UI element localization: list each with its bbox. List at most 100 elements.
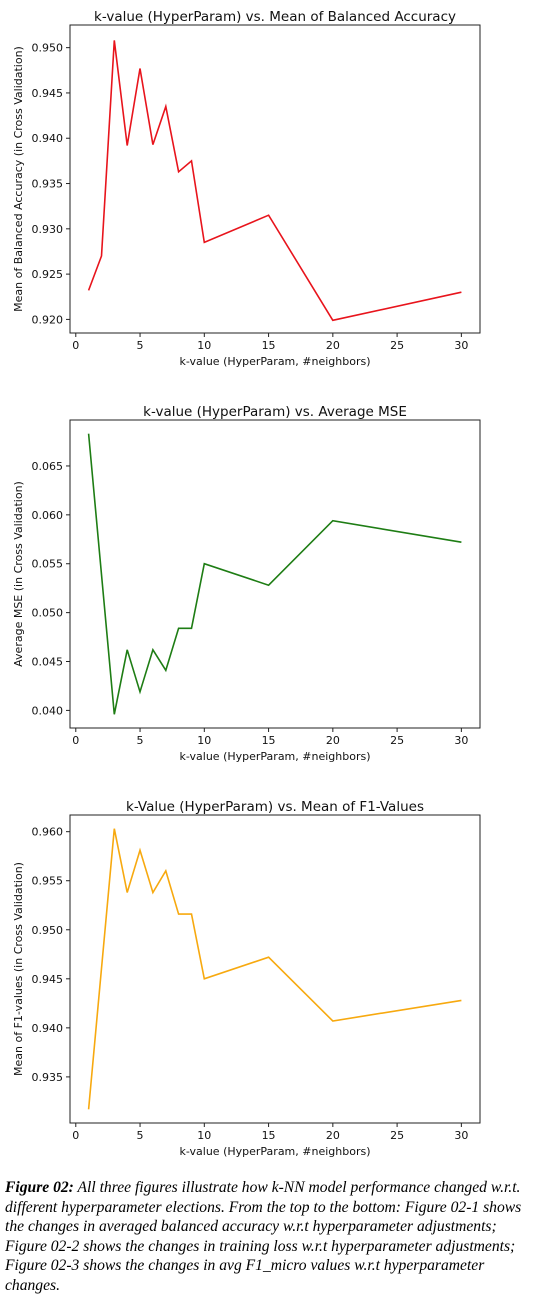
data-point xyxy=(139,691,141,693)
data-point xyxy=(165,106,167,108)
data-point xyxy=(114,40,116,42)
chart-title: k-value (HyperParam) vs. Average MSE xyxy=(143,404,407,420)
data-point xyxy=(332,1020,334,1022)
y-tick-label: 0.930 xyxy=(32,223,64,236)
data-point xyxy=(178,913,180,915)
data-point xyxy=(114,714,116,716)
data-point xyxy=(139,850,141,852)
y-tick-label: 0.065 xyxy=(32,460,64,473)
series-line xyxy=(87,828,462,1110)
data-point xyxy=(126,649,128,651)
y-tick-label: 0.940 xyxy=(32,1022,64,1035)
y-tick-label: 0.945 xyxy=(32,973,64,986)
y-tick-label: 0.040 xyxy=(32,704,64,717)
plot-frame xyxy=(69,814,481,1124)
y-tick-label: 0.935 xyxy=(32,1071,64,1084)
data-point xyxy=(191,160,193,162)
data-point xyxy=(152,144,154,146)
x-tick-label: 10 xyxy=(197,734,211,747)
plot-frame xyxy=(69,419,481,729)
x-tick-label: 0 xyxy=(72,1129,79,1142)
x-tick-label: 15 xyxy=(262,1129,276,1142)
data-point xyxy=(191,913,193,915)
x-tick-label: 10 xyxy=(197,339,211,352)
y-axis-label: Mean of F1-values (in Cross Validation) xyxy=(12,862,25,1076)
y-tick-label: 0.950 xyxy=(32,924,64,937)
data-point xyxy=(88,433,90,435)
data-point xyxy=(461,291,463,293)
data-point xyxy=(204,242,206,244)
data-point xyxy=(332,320,334,322)
x-tick-label: 10 xyxy=(197,1129,211,1142)
data-point xyxy=(191,627,193,629)
y-tick-label: 0.955 xyxy=(32,875,64,888)
data-point xyxy=(126,892,128,894)
data-point xyxy=(152,892,154,894)
y-axis-label: Average MSE (in Cross Validation) xyxy=(12,481,25,667)
f1-values-chart: k-Value (HyperParam) vs. Mean of F1-Valu… xyxy=(0,790,536,1170)
x-axis-label: k-value (HyperParam, #neighbors) xyxy=(179,1145,370,1158)
average-mse-chart: k-value (HyperParam) vs. Average MSE 0 5 10… xyxy=(0,395,536,775)
x-tick-label: 15 xyxy=(262,734,276,747)
x-tick-label: 25 xyxy=(390,734,404,747)
y-tick-label: 0.945 xyxy=(32,87,64,100)
x-tick-label: 0 xyxy=(72,339,79,352)
y-tick-label: 0.940 xyxy=(32,132,64,145)
data-point xyxy=(139,68,141,70)
x-tick-label: 15 xyxy=(262,339,276,352)
x-axis-label: k-value (HyperParam, #neighbors) xyxy=(179,750,370,763)
data-point xyxy=(101,255,103,257)
x-tick-label: 20 xyxy=(326,339,340,352)
y-tick-label: 0.950 xyxy=(32,42,64,55)
data-point xyxy=(126,145,128,147)
y-tick-label: 0.925 xyxy=(32,268,64,281)
balanced-accuracy-chart-svg: k-value (HyperParam) vs. Mean of Balance… xyxy=(12,9,481,368)
data-point xyxy=(165,870,167,872)
figure-caption: Figure 02: All three figures illustrate … xyxy=(5,1178,533,1295)
x-tick-label: 30 xyxy=(454,734,468,747)
average-mse-chart-svg: k-value (HyperParam) vs. Average MSE 0 5 10… xyxy=(12,404,481,763)
y-tick-label: 0.920 xyxy=(32,313,64,326)
data-point xyxy=(268,956,270,958)
data-point xyxy=(332,520,334,522)
x-tick-label: 25 xyxy=(390,1129,404,1142)
caption-label: Figure 02: xyxy=(5,1179,74,1196)
caption-text: All three figures illustrate how k-NN mo… xyxy=(5,1179,522,1294)
x-tick-label: 30 xyxy=(454,339,468,352)
y-tick-label: 0.935 xyxy=(32,178,64,191)
x-tick-label: 20 xyxy=(326,1129,340,1142)
x-tick-label: 5 xyxy=(137,1129,144,1142)
y-tick-label: 0.050 xyxy=(32,607,64,620)
data-point xyxy=(88,290,90,292)
data-point xyxy=(268,214,270,216)
data-point xyxy=(178,627,180,629)
data-point xyxy=(165,670,167,672)
x-axis-label: k-value (HyperParam, #neighbors) xyxy=(179,355,370,368)
series-line xyxy=(87,433,462,715)
chart-title: k-Value (HyperParam) vs. Mean of F1-Valu… xyxy=(126,799,424,815)
x-tick-label: 0 xyxy=(72,734,79,747)
chart-title: k-value (HyperParam) vs. Mean of Balance… xyxy=(94,9,456,25)
plot-frame xyxy=(69,24,481,334)
y-tick-label: 0.060 xyxy=(32,509,64,522)
data-point xyxy=(204,978,206,980)
data-point xyxy=(268,584,270,586)
f1-values-chart-svg: k-Value (HyperParam) vs. Mean of F1-Valu… xyxy=(12,799,481,1158)
data-point xyxy=(178,171,180,173)
data-point xyxy=(461,541,463,543)
x-tick-label: 20 xyxy=(326,734,340,747)
data-point xyxy=(114,828,116,830)
x-tick-label: 25 xyxy=(390,339,404,352)
x-tick-label: 5 xyxy=(137,339,144,352)
series-line xyxy=(87,40,462,322)
balanced-accuracy-chart: k-value (HyperParam) vs. Mean of Balance… xyxy=(0,0,536,380)
y-tick-label: 0.055 xyxy=(32,558,64,571)
y-tick-label: 0.045 xyxy=(32,656,64,669)
data-point xyxy=(88,1108,90,1110)
data-point xyxy=(204,563,206,565)
y-axis-label: Mean of Balanced Accuracy (in Cross Vali… xyxy=(12,46,25,312)
y-tick-label: 0.960 xyxy=(32,826,64,839)
data-point xyxy=(152,649,154,651)
x-tick-label: 5 xyxy=(137,734,144,747)
data-point xyxy=(461,1000,463,1002)
